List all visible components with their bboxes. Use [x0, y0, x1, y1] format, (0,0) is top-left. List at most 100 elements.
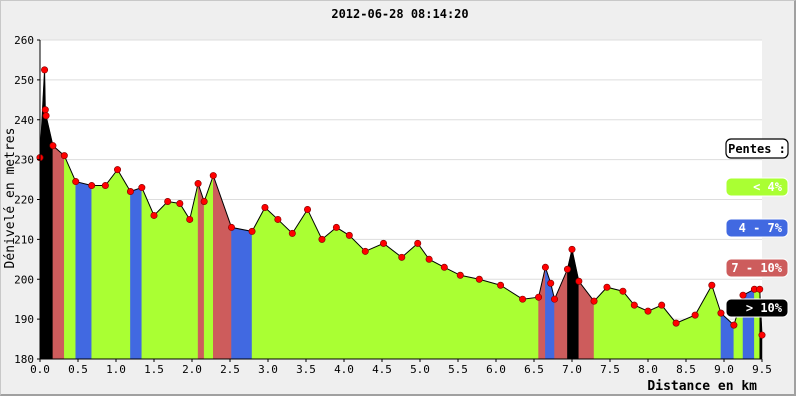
x-tick-label: 9.5 [752, 363, 772, 376]
data-point [619, 287, 627, 295]
y-tick-label: 250 [14, 74, 34, 87]
legend-title-box [725, 138, 789, 159]
data-point [41, 106, 49, 114]
data-point [535, 293, 543, 301]
data-point [758, 331, 766, 339]
data-point [425, 255, 433, 263]
data-point [590, 297, 598, 305]
data-point [200, 197, 208, 205]
x-tick-label: 6.5 [524, 363, 544, 376]
slope-areas [39, 69, 763, 360]
data-point [575, 277, 583, 285]
x-tick-label: 1.5 [144, 363, 164, 376]
data-point [72, 178, 80, 186]
x-tick-labels: 0.0 0.5 1.0 1.5 2.0 2.5 3.0 3.5 4.0 4.5 5.0 5.5 6.0 6… [30, 363, 772, 376]
x-tick-label: 6.0 [486, 363, 506, 376]
data-point [138, 184, 146, 192]
x-tick-label: 1.0 [106, 363, 126, 376]
data-point [475, 275, 483, 283]
slope-segment-hard [197, 183, 205, 360]
y-tick-label: 210 [14, 233, 34, 246]
data-point [456, 271, 464, 279]
data-point [228, 223, 236, 231]
data-point [60, 152, 68, 160]
data-point [568, 245, 576, 253]
x-tick-label: 7.0 [562, 363, 582, 376]
data-point [42, 112, 50, 120]
data-point [541, 263, 549, 271]
x-tick-label: 4.5 [372, 363, 392, 376]
data-point [361, 247, 369, 255]
data-point [497, 281, 505, 289]
data-point [261, 203, 269, 211]
x-tick-label: 3.0 [258, 363, 278, 376]
legend-swatch-medium [725, 218, 789, 238]
data-point [691, 311, 699, 319]
x-tick-label: 7.5 [600, 363, 620, 376]
x-tick-label: 8.0 [638, 363, 658, 376]
data-point [194, 180, 202, 188]
x-tick-label: 2.5 [220, 363, 240, 376]
legend-title: Pentes : [728, 142, 786, 156]
data-point [88, 182, 96, 190]
x-tick-label: 0.0 [30, 363, 50, 376]
slope-segment-flat [64, 155, 76, 360]
slope-segment-medium [130, 187, 143, 360]
data-point [186, 215, 194, 223]
data-point [630, 301, 638, 309]
data-point [440, 263, 448, 271]
x-tick-label: 4.0 [334, 363, 354, 376]
data-point [126, 188, 134, 196]
legend-label: 4 - 7% [739, 221, 783, 235]
data-point [547, 279, 555, 287]
legend-label: 7 - 10% [731, 261, 782, 275]
data-point [644, 307, 652, 315]
legend-label: < 4% [753, 180, 783, 194]
legend-label: > 10% [746, 301, 783, 315]
data-point [563, 265, 571, 273]
data-point [380, 239, 388, 247]
slope-segment-medium [231, 227, 253, 360]
legend: Pentes : < 4% 4 - 7% 7 - 10% > 10% [725, 138, 789, 318]
data-point [658, 301, 666, 309]
data-point [150, 211, 158, 219]
data-point [114, 166, 122, 174]
x-tick-label: 5.5 [448, 363, 468, 376]
x-tick-label: 5.0 [410, 363, 430, 376]
x-axis-label: Distance en km [647, 379, 757, 394]
data-point [274, 215, 282, 223]
data-point [209, 172, 217, 180]
data-point [519, 295, 527, 303]
y-axis-label: Dénivelé en metres [3, 128, 18, 269]
axes [37, 39, 763, 362]
y-tick-label: 180 [14, 353, 34, 366]
chart-title: 2012-06-28 08:14:20 [331, 7, 468, 21]
data-point [304, 205, 312, 213]
data-point [101, 182, 109, 190]
y-tick-label: 190 [14, 313, 34, 326]
data-point [345, 231, 353, 239]
data-point [332, 223, 340, 231]
x-tick-label: 8.5 [676, 363, 696, 376]
data-point [288, 229, 296, 237]
data-point [398, 253, 406, 261]
x-tick-label: 3.5 [296, 363, 316, 376]
data-point [551, 295, 559, 303]
slope-segment-medium [75, 181, 92, 360]
data-point [164, 197, 172, 205]
data-point [717, 309, 725, 317]
x-tick-label: 2.0 [182, 363, 202, 376]
data-point [708, 281, 716, 289]
data-point [41, 66, 49, 74]
slope-segment-flat [91, 169, 131, 360]
data-point [672, 319, 680, 327]
slope-segment-hard [52, 145, 65, 360]
y-tick-label: 220 [14, 194, 34, 207]
data-point [49, 142, 57, 150]
data-point [603, 283, 611, 291]
data-point [414, 239, 422, 247]
legend-swatch-hard [725, 258, 789, 278]
y-tick-label: 230 [14, 154, 34, 167]
x-tick-label: 0.5 [68, 363, 88, 376]
